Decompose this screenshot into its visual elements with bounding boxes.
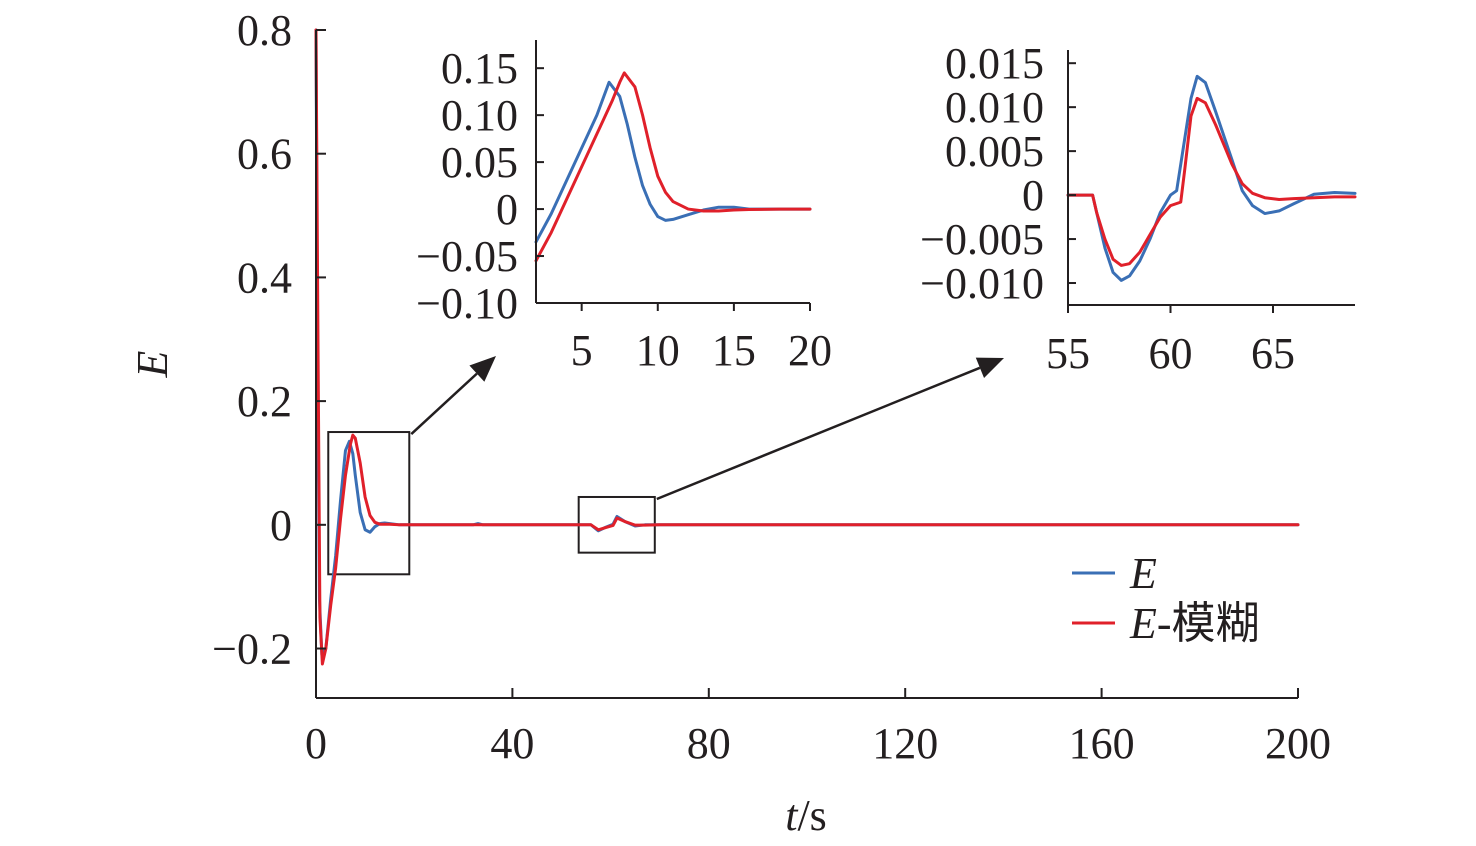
legend-label-suffix: -模糊 xyxy=(1157,599,1260,648)
series-line-inset1-e xyxy=(534,80,812,244)
zoom-annotations xyxy=(327,356,1004,576)
zoom-box-1 xyxy=(327,431,411,576)
y-tick-label: 0.2 xyxy=(237,377,292,426)
y-axis-title: E xyxy=(128,350,177,378)
legend-label-e: E xyxy=(1129,549,1157,598)
x-tick-label: 10 xyxy=(636,326,680,375)
y-tick-label: 0.8 xyxy=(237,6,292,55)
legend-label-variable: E xyxy=(1129,549,1157,598)
y-tick-label: 0.05 xyxy=(441,138,518,187)
y-tick-label: 0 xyxy=(496,185,518,234)
x-tick-label: 80 xyxy=(687,719,731,768)
y-tick-label: 0.4 xyxy=(237,253,292,302)
y-tick-label: 0.10 xyxy=(441,91,518,140)
zoom-arrow-1 xyxy=(410,372,478,435)
y-tick-label: −0.010 xyxy=(920,259,1044,308)
y-tick-label: 0 xyxy=(1022,171,1044,220)
x-tick-label: 120 xyxy=(872,719,938,768)
x-tick-label: 40 xyxy=(490,719,534,768)
y-tick-label: 0.015 xyxy=(945,39,1044,88)
x-tick-label: 65 xyxy=(1251,329,1295,378)
zoom-arrowhead-1 xyxy=(469,356,496,382)
y-tick-label: −0.2 xyxy=(212,625,292,674)
y-tick-label: −0.10 xyxy=(416,279,518,328)
y-tick-label: 0.6 xyxy=(237,130,292,179)
x-tick-label: 15 xyxy=(712,326,756,375)
y-tick-label: 0.15 xyxy=(441,44,518,93)
legend-label-variable: E xyxy=(1129,599,1157,648)
series-line-main-e-fuzzy xyxy=(314,28,1300,666)
x-axis-title: t/s xyxy=(785,791,827,840)
x-axis-title-variable: t xyxy=(785,791,799,840)
zoom-arrow-2 xyxy=(656,366,981,501)
y-tick-label: 0.005 xyxy=(945,127,1044,176)
series-line-inset2-e-fuzzy xyxy=(1066,96,1357,267)
y-tick-label: 0.010 xyxy=(945,83,1044,132)
x-tick-label: 200 xyxy=(1265,719,1331,768)
x-axis-title-unit: /s xyxy=(797,791,826,840)
x-tick-label: 160 xyxy=(1069,719,1135,768)
y-tick-label: 0 xyxy=(270,501,292,550)
series-line-inset2-e xyxy=(1066,74,1357,282)
x-tick-label: 0 xyxy=(305,719,327,768)
legend: EE-模糊 xyxy=(1072,549,1260,648)
main-plot: 0 40 80 120 160 200−0.200.20.40.60.8t/sE xyxy=(128,6,1331,840)
x-tick-label: 20 xyxy=(788,326,832,375)
x-tick-label: 60 xyxy=(1149,329,1193,378)
legend-label-e-fuzzy: E-模糊 xyxy=(1129,599,1260,648)
y-tick-label: −0.05 xyxy=(416,232,518,281)
x-tick-label: 55 xyxy=(1046,329,1090,378)
y-tick-label: −0.005 xyxy=(920,215,1044,264)
zoom-arrowhead-2 xyxy=(975,357,1004,378)
x-tick-label: 5 xyxy=(571,326,593,375)
series-line-inset1-e-fuzzy xyxy=(534,71,812,263)
